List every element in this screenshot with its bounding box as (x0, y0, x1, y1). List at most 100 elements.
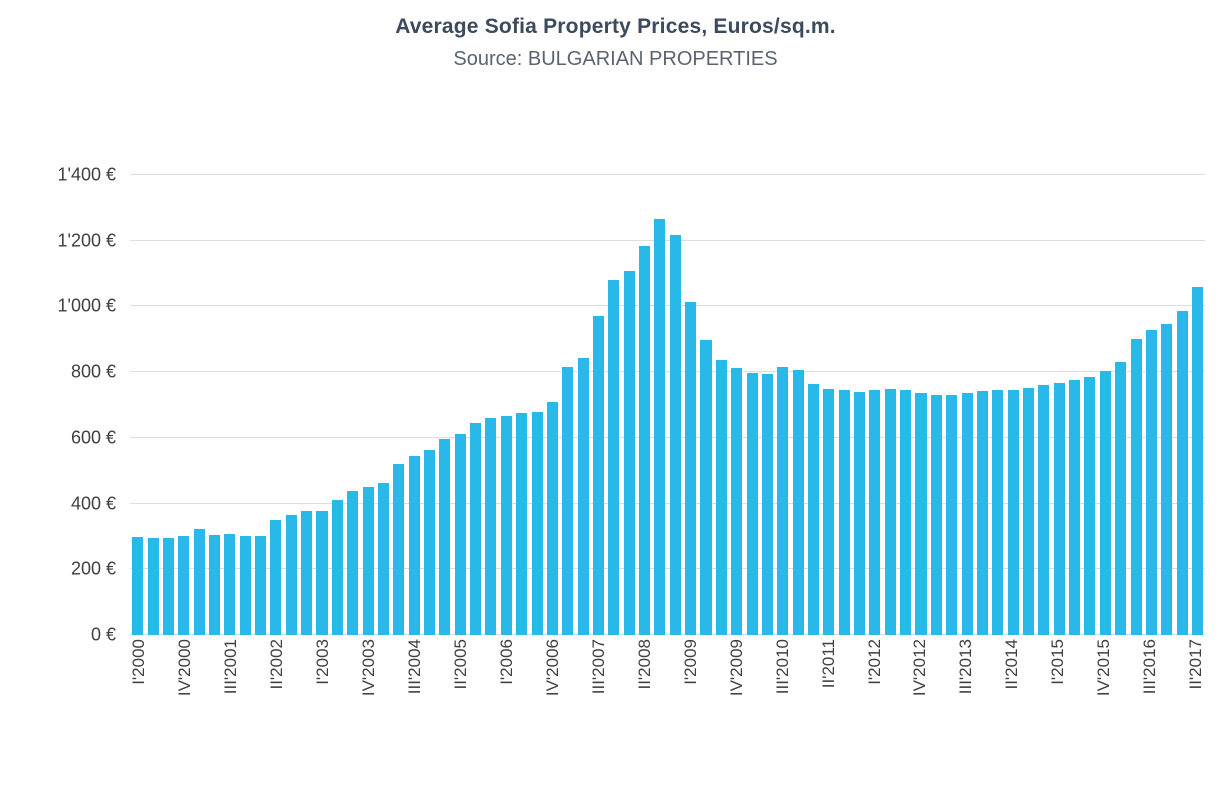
bar-slot (345, 175, 360, 635)
x-tick-label: III'2001 (220, 639, 240, 695)
x-tick-slot (929, 639, 943, 749)
gridline (130, 568, 1205, 570)
bar-slot (1144, 175, 1159, 635)
y-tick-label: 1'400 € (57, 164, 117, 185)
x-tick-label: II'2014 (1002, 639, 1022, 690)
x-tick-label: IV'2003 (358, 639, 378, 697)
x-tick-slot (254, 639, 268, 749)
x-tick-slot (622, 639, 636, 749)
x-tick-slot (562, 639, 576, 749)
x-tick-slot (654, 639, 668, 749)
bar-slot (176, 175, 191, 635)
bar-slot (376, 175, 391, 635)
bar-slot (929, 175, 944, 635)
bar (178, 536, 190, 635)
bar-slot (468, 175, 483, 635)
chart-body: 0 € 200 € 400 € 600 € 800 € 1'000 € 1'200 € 1'4… (18, 165, 1205, 645)
bar-slot (668, 175, 683, 635)
y-tick-label: 1'200 € (57, 230, 117, 251)
bar (162, 537, 174, 635)
bar (208, 535, 220, 635)
x-tick-slot (1159, 639, 1173, 749)
x-tick-label: II'2008 (634, 639, 654, 690)
plot-area (130, 174, 1205, 635)
x-tick-slot: II'2005 (450, 639, 470, 749)
bar-slot (1005, 175, 1020, 635)
bar-slot (1052, 175, 1067, 635)
bar-slot (944, 175, 959, 635)
bar (900, 390, 912, 635)
bar-slot (1174, 175, 1189, 635)
x-tick-slot (851, 639, 865, 749)
x-tick-slot (837, 639, 851, 749)
x-tick-slot: I'2015 (1048, 639, 1067, 749)
x-tick-slot: III'2007 (589, 639, 608, 749)
bar-slot (714, 175, 729, 635)
bar (961, 392, 973, 635)
bar-slot (130, 175, 145, 635)
x-tick-slot (791, 639, 805, 749)
bar (577, 358, 589, 635)
bar-slot (591, 175, 606, 635)
bar (700, 340, 712, 635)
bar (592, 315, 604, 635)
y-tick-label: 600 € (70, 427, 116, 448)
bar-slot (1159, 175, 1174, 635)
bar-slot (837, 175, 852, 635)
y-tick-label: 800 € (70, 361, 116, 382)
bar-slot (437, 175, 452, 635)
bar-slot (145, 175, 160, 635)
bar (423, 450, 436, 635)
bar (884, 389, 896, 635)
bar (562, 367, 574, 635)
x-tick-slot (162, 639, 176, 749)
x-tick-slot: II'2011 (819, 639, 838, 749)
y-tick-label: 400 € (70, 493, 116, 514)
bar-slot (575, 175, 590, 635)
bar (823, 388, 835, 635)
bar (393, 464, 405, 635)
bar (838, 390, 850, 635)
x-tick-slot: IV'2015 (1094, 639, 1113, 749)
x-tick-slot (208, 639, 222, 749)
x-tick-label: III'2010 (772, 639, 792, 695)
x-tick-slot: III'2004 (405, 639, 424, 749)
bar-slot (698, 175, 713, 635)
bar (316, 510, 328, 635)
bar-slot (391, 175, 406, 635)
chart-header: Average Sofia Property Prices, Euros/sq.… (63, 0, 1168, 71)
x-tick-label: I'2003 (312, 639, 332, 685)
bar-slot (990, 175, 1005, 635)
x-tick-slot: III'2010 (772, 639, 792, 749)
bar-slot (1021, 175, 1036, 635)
bar (930, 395, 942, 635)
x-tick-slot: I'2000 (129, 639, 148, 749)
bar-slot (760, 175, 775, 635)
bar (439, 438, 451, 635)
x-tick-slot: IV'2009 (727, 639, 746, 749)
bar-slot (422, 175, 437, 635)
bar (777, 367, 789, 635)
bar-slot (775, 175, 790, 635)
bar-slot (299, 175, 314, 635)
bar-slot (852, 175, 867, 635)
x-tick-slot: I'2006 (497, 639, 516, 749)
x-tick-label: III'2013 (956, 639, 976, 695)
x-tick-label: IV'2012 (910, 639, 930, 697)
bar (746, 373, 758, 635)
bar (362, 487, 374, 635)
x-axis: I'2000 IV'2000 III'2001 II'2002 I'2003 IV'200… (129, 639, 1205, 749)
x-tick-slot: II'2008 (634, 639, 654, 749)
bar-slot (959, 175, 974, 635)
bar-slot (1113, 175, 1128, 635)
gridline (130, 174, 1205, 175)
bar-slot (284, 175, 299, 635)
x-tick-label: II'2005 (450, 639, 470, 690)
x-tick-slot (392, 639, 406, 749)
bar (1161, 323, 1173, 635)
x-tick-slot (516, 639, 530, 749)
x-tick-slot (576, 639, 590, 749)
x-tick-slot: I'2012 (865, 639, 884, 749)
x-tick-label: IV'2006 (542, 639, 562, 697)
